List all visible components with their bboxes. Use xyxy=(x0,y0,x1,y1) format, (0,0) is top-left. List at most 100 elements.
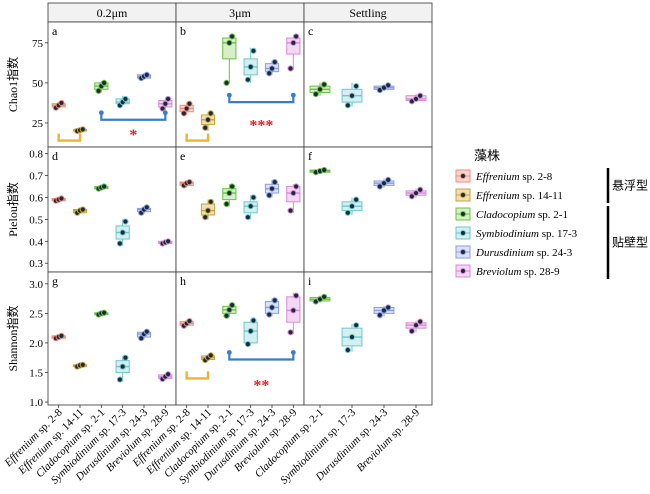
panel-letter: a xyxy=(52,24,58,38)
data-point xyxy=(186,178,193,186)
data-point xyxy=(223,312,230,319)
panel-letter: b xyxy=(180,24,186,38)
legend-genus: Cladocopium xyxy=(476,209,535,221)
data-point xyxy=(344,102,351,109)
y-axis-label: Shannon指数 xyxy=(5,305,20,371)
significance-bracket xyxy=(100,112,167,121)
data-point xyxy=(380,180,388,187)
data-point xyxy=(244,341,251,348)
legend-label: Cladocopium sp. 2-1 xyxy=(476,209,568,221)
data-point xyxy=(353,196,360,203)
legend-key xyxy=(455,169,471,183)
data-point xyxy=(271,178,278,186)
data-point xyxy=(412,95,420,103)
data-point xyxy=(207,198,214,205)
data-point xyxy=(58,99,65,107)
data-point xyxy=(293,33,300,40)
data-point xyxy=(223,200,230,208)
significance-stars: *** xyxy=(249,118,273,135)
panel-frame xyxy=(175,21,305,148)
legend-label: Durusdinium sp. 24-3 xyxy=(475,247,573,259)
data-point xyxy=(376,183,383,190)
data-point xyxy=(226,39,233,46)
panel-d: d xyxy=(47,146,177,275)
data-point xyxy=(290,39,297,46)
data-point xyxy=(122,218,129,225)
panel-letter: c xyxy=(308,24,313,38)
data-point xyxy=(226,306,233,313)
legend-label: Effrenium sp. 14-11 xyxy=(475,190,563,202)
panel-e: e xyxy=(175,146,305,275)
bracket-end-dot xyxy=(162,110,168,116)
facet-strip-title: 3μm xyxy=(229,6,251,20)
data-point xyxy=(204,116,212,123)
data-point xyxy=(412,322,420,329)
data-point xyxy=(287,329,294,336)
legend-swatch-point xyxy=(460,211,466,217)
legend-group-label: 贴壁型 xyxy=(612,235,648,250)
significance-bracket xyxy=(185,371,210,380)
data-point xyxy=(143,328,150,335)
data-point xyxy=(186,317,193,325)
legend-swatch-point xyxy=(460,249,466,255)
data-point xyxy=(119,363,126,370)
data-point xyxy=(165,238,172,245)
legend-swatch-point xyxy=(460,192,466,198)
x-tick-strain: sp. 28-9 xyxy=(387,406,423,442)
data-point xyxy=(417,186,424,193)
data-point xyxy=(116,240,123,247)
data-point xyxy=(417,318,424,325)
panel-frame xyxy=(303,146,433,273)
significance-bracket xyxy=(57,133,82,142)
panel-i: i xyxy=(303,271,433,408)
data-point xyxy=(79,361,86,368)
facet-strip-title: 0.2μm xyxy=(97,6,128,20)
legend-key xyxy=(455,245,471,259)
data-point xyxy=(143,71,150,78)
data-point xyxy=(385,176,392,183)
y-tick-label: 25 xyxy=(32,118,44,130)
legend-key xyxy=(455,264,471,278)
y-tick-label: 50 xyxy=(32,78,44,90)
legend-label: Symbiodinium sp. 17-3 xyxy=(476,228,578,240)
data-point xyxy=(348,92,356,99)
panel-letter: g xyxy=(52,274,58,288)
data-point xyxy=(287,65,294,72)
y-tick-label: 3.0 xyxy=(29,279,43,291)
data-point xyxy=(207,110,214,117)
panel-letter: h xyxy=(180,274,186,288)
data-point xyxy=(293,183,300,190)
panel-frame xyxy=(175,146,305,273)
bracket-end-dot xyxy=(290,92,296,98)
data-point xyxy=(344,346,351,354)
data-point xyxy=(229,33,236,40)
panel-frame xyxy=(47,271,177,406)
data-point xyxy=(312,91,319,98)
data-point xyxy=(101,183,108,190)
data-point xyxy=(268,304,276,311)
data-point xyxy=(138,335,145,342)
data-point xyxy=(119,229,126,236)
y-tick-label: 1.0 xyxy=(29,397,43,409)
legend-key xyxy=(455,226,471,240)
box-body xyxy=(286,37,301,55)
data-point xyxy=(268,185,276,192)
legend-strain: sp. 2-1 xyxy=(535,209,568,221)
data-point xyxy=(417,92,424,99)
legend-swatch-point xyxy=(460,173,466,179)
data-point xyxy=(183,105,190,112)
panel-c: c xyxy=(303,21,433,150)
data-point xyxy=(244,76,251,83)
y-tick-label: 0.6 xyxy=(29,192,43,204)
data-point xyxy=(385,304,392,311)
y-tick-label: 0.3 xyxy=(29,258,43,270)
data-point xyxy=(247,328,254,335)
y-axis-label: Chao1指数 xyxy=(5,57,20,112)
legend-key xyxy=(455,207,471,221)
y-axis-label: Pielou指数 xyxy=(5,182,20,237)
data-point xyxy=(204,207,212,214)
data-point xyxy=(207,352,214,359)
y-tick-label: 2.0 xyxy=(29,338,43,350)
